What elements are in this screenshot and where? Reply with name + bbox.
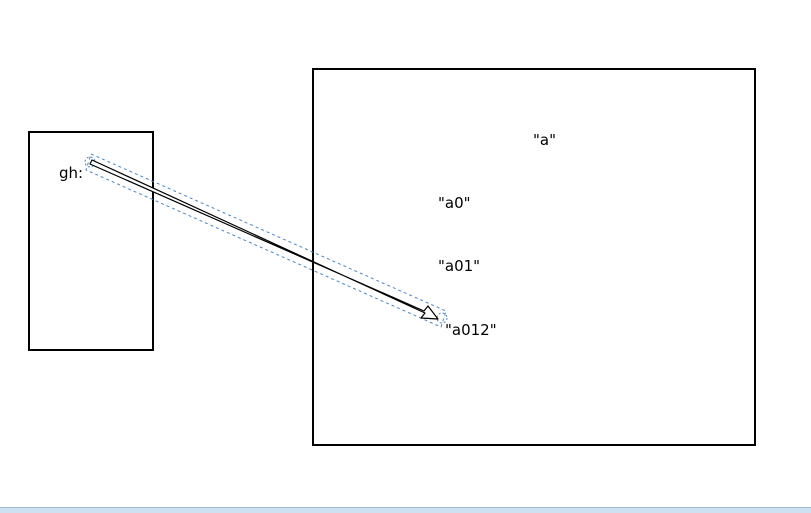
pointer-arrow[interactable]	[89, 159, 439, 320]
arrow-selection-outline	[85, 153, 447, 328]
string-a0: "a0"	[438, 194, 471, 212]
pointer-label: gh:	[59, 164, 84, 182]
string-a: "a"	[533, 131, 556, 149]
string-a012: "a012"	[445, 321, 497, 339]
strings-box[interactable]	[312, 68, 756, 446]
pointer-box[interactable]	[28, 131, 154, 351]
arrow-end-handle[interactable]	[436, 312, 448, 324]
string-a01: "a01"	[438, 257, 481, 275]
bottom-strip	[0, 507, 811, 513]
